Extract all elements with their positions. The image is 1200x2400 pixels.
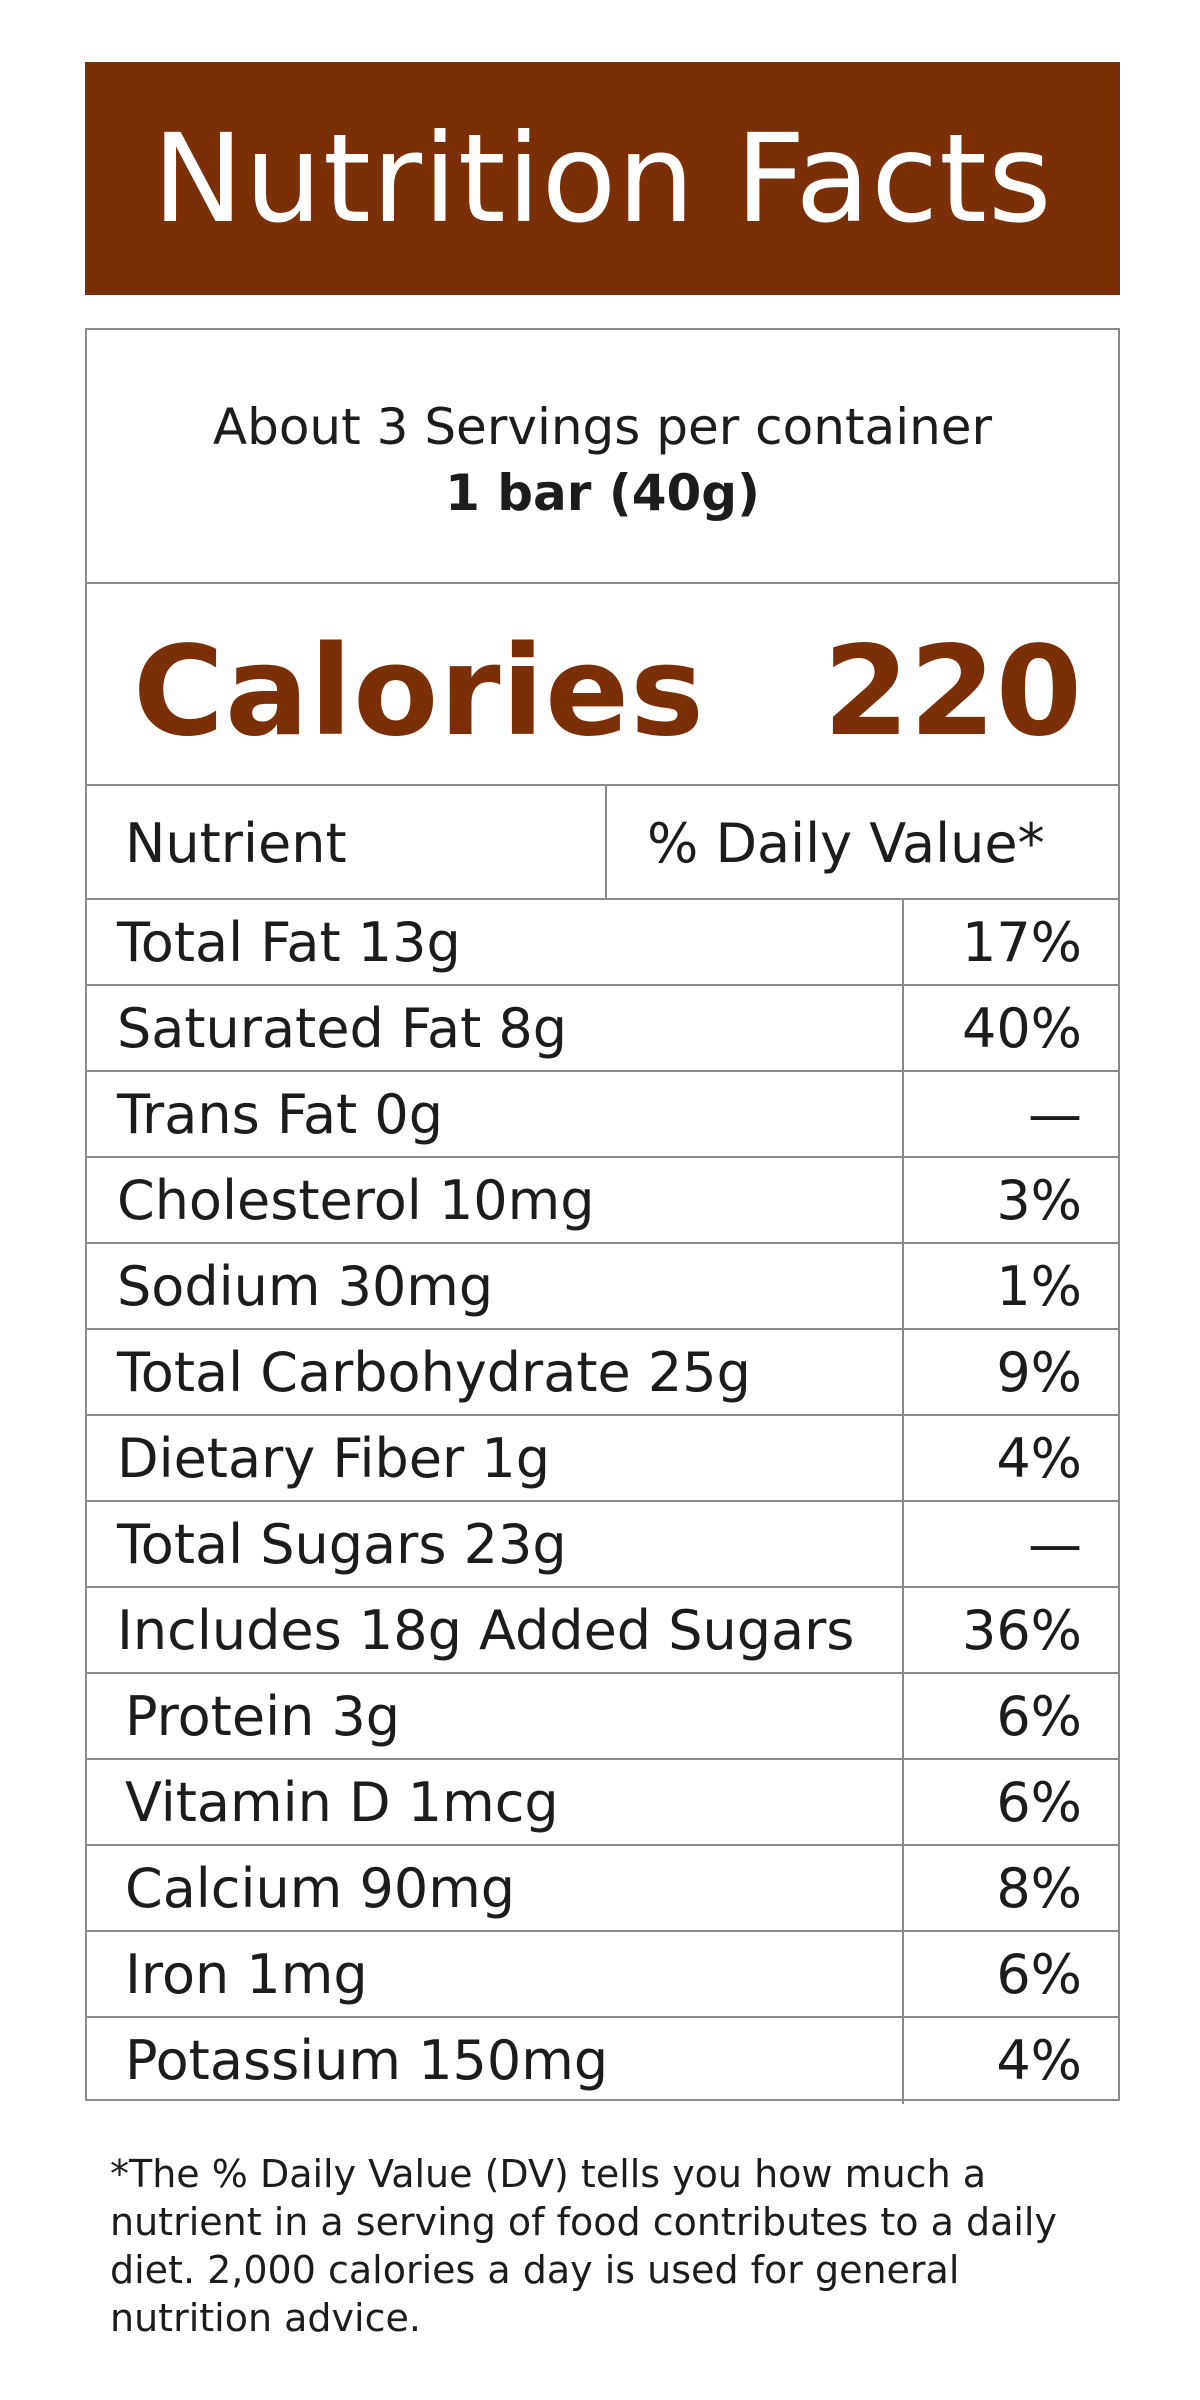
row-divider (902, 1244, 904, 1328)
row-divider (902, 2018, 904, 2104)
nutrient-daily-value: 17% (961, 911, 1082, 974)
nutrient-daily-value: 8% (996, 1857, 1082, 1920)
table-row: Cholesterol 10mg 3% (87, 1158, 1118, 1244)
calories-section: Calories 220 (87, 584, 1118, 786)
row-divider (902, 1588, 904, 1672)
nutrient-daily-value: 6% (996, 1943, 1082, 2006)
nutrient-name: Vitamin D 1mcg (125, 1771, 559, 1834)
serving-info: About 3 Servings per container 1 bar (40… (87, 330, 1118, 584)
servings-per-container: About 3 Servings per container (212, 398, 993, 456)
table-row: Iron 1mg 6% (87, 1932, 1118, 2018)
nutrient-name: Total Fat 13g (117, 911, 461, 974)
column-divider (605, 786, 607, 898)
nutrient-daily-value: 1% (996, 1255, 1082, 1318)
nutrient-name: Protein 3g (125, 1685, 401, 1748)
table-row: Vitamin D 1mcg 6% (87, 1760, 1118, 1846)
table-row: Trans Fat 0g — (87, 1072, 1118, 1158)
nutrient-name: Dietary Fiber 1g (117, 1427, 551, 1490)
table-row: Calcium 90mg 8% (87, 1846, 1118, 1932)
row-divider (902, 900, 904, 984)
nutrient-daily-value: 3% (996, 1169, 1082, 1232)
nutrition-facts-header: Nutrition Facts (85, 62, 1120, 295)
nutrient-name: Trans Fat 0g (117, 1083, 444, 1146)
daily-value-column-header: % Daily Value* (647, 812, 1045, 875)
table-row: Total Carbohydrate 25g 9% (87, 1330, 1118, 1416)
nutrient-table: Total Fat 13g 17% Saturated Fat 8g 40% T… (87, 900, 1118, 2104)
nutrient-daily-value: 4% (996, 2029, 1082, 2092)
table-row: Total Sugars 23g — (87, 1502, 1118, 1588)
table-row: Potassium 150mg 4% (87, 2018, 1118, 2104)
calories-value: 220 (823, 620, 1082, 764)
nutrient-name: Saturated Fat 8g (117, 997, 568, 1060)
nutrient-daily-value: 6% (996, 1771, 1082, 1834)
nutrient-name: Includes 18g Added Sugars (117, 1599, 855, 1662)
nutrient-name: Total Carbohydrate 25g (117, 1341, 751, 1404)
nutrient-name: Total Sugars 23g (117, 1513, 567, 1576)
serving-size: 1 bar (40g) (445, 464, 760, 522)
row-divider (902, 1158, 904, 1242)
table-row: Dietary Fiber 1g 4% (87, 1416, 1118, 1502)
row-divider (902, 1760, 904, 1844)
table-row: Saturated Fat 8g 40% (87, 986, 1118, 1072)
nutrition-panel: About 3 Servings per container 1 bar (40… (85, 328, 1120, 2104)
nutrient-name: Cholesterol 10mg (117, 1169, 595, 1232)
nutrient-name: Calcium 90mg (125, 1857, 516, 1920)
row-divider (902, 1674, 904, 1758)
row-divider (902, 1072, 904, 1156)
row-divider (902, 1502, 904, 1586)
row-divider (902, 986, 904, 1070)
calories-label: Calories (133, 620, 705, 764)
nutrient-name: Potassium 150mg (125, 2029, 609, 2092)
nutrient-name: Sodium 30mg (117, 1255, 494, 1318)
table-row: Total Fat 13g 17% (87, 900, 1118, 986)
table-row: Protein 3g 6% (87, 1674, 1118, 1760)
table-row: Sodium 30mg 1% (87, 1244, 1118, 1330)
table-row: Includes 18g Added Sugars 36% (87, 1588, 1118, 1674)
nutrient-daily-value: 6% (996, 1685, 1082, 1748)
nutrient-daily-value: 9% (996, 1341, 1082, 1404)
row-divider (902, 1932, 904, 2016)
nutrient-daily-value: 4% (996, 1427, 1082, 1490)
nutrient-daily-value: — (1028, 1513, 1082, 1576)
page-title: Nutrition Facts (152, 107, 1053, 250)
nutrient-daily-value: 40% (961, 997, 1082, 1060)
nutrient-column-header: Nutrient (125, 812, 347, 875)
row-divider (902, 1330, 904, 1414)
column-header: Nutrient % Daily Value* (87, 786, 1118, 900)
nutrient-daily-value: 36% (961, 1599, 1082, 1662)
nutrient-name: Iron 1mg (125, 1943, 368, 2006)
daily-value-footnote: *The % Daily Value (DV) tells you how mu… (110, 2152, 1057, 2340)
nutrient-daily-value: — (1028, 1083, 1082, 1146)
row-divider (902, 1846, 904, 1930)
row-divider (902, 1416, 904, 1500)
